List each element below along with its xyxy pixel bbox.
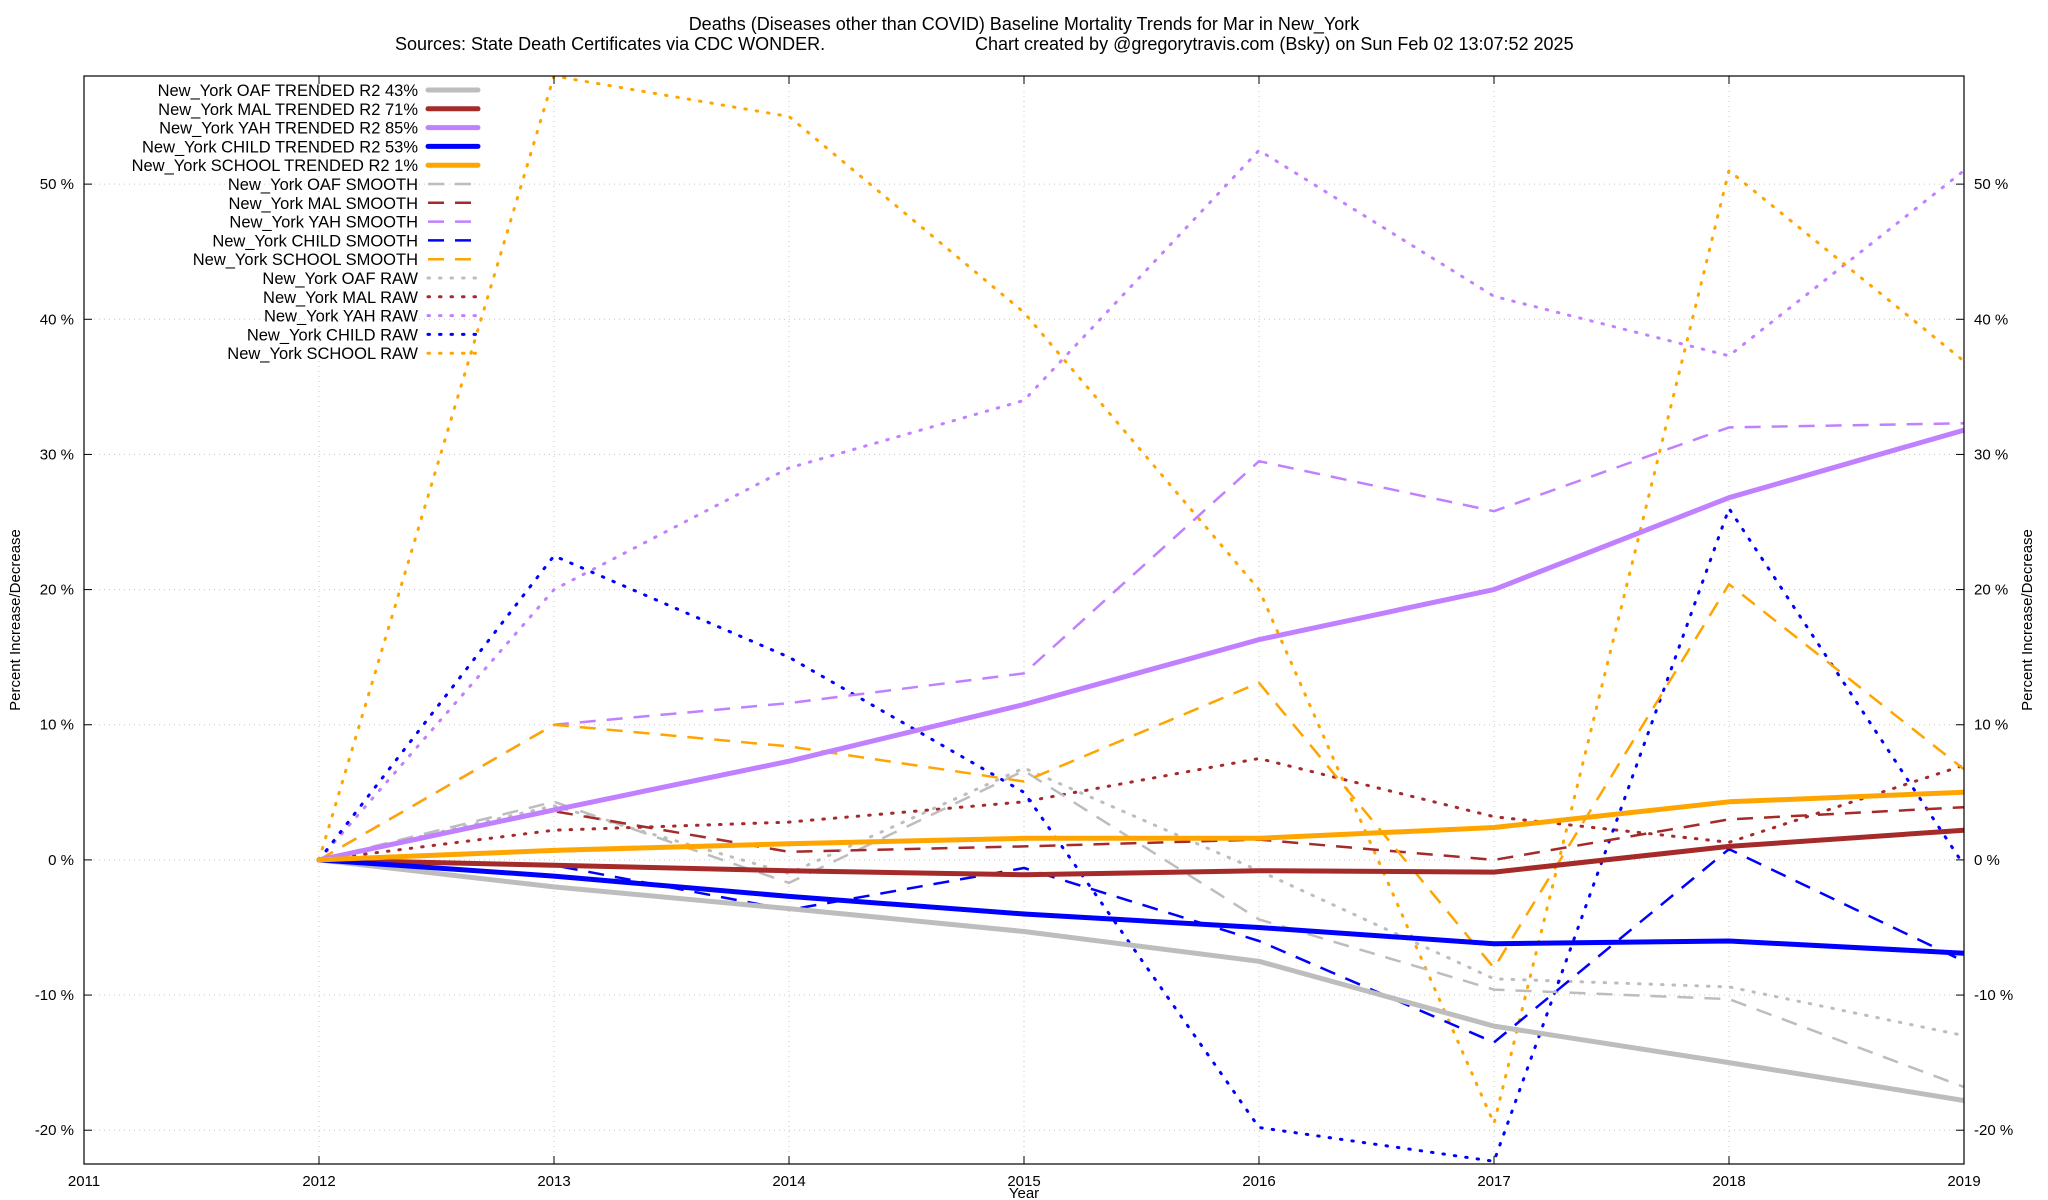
series-line-13 (317, 507, 1964, 1163)
y-tick-label: 20 % (40, 582, 74, 599)
legend-label-1: New_York MAL TRENDED R2 71% (158, 101, 418, 119)
series-line-0 (316, 857, 1964, 1103)
series-line-8 (318, 847, 1964, 1044)
legend-label-5: New_York OAF SMOOTH (228, 176, 418, 194)
series-line-5 (318, 769, 1964, 1089)
legend-label-2: New_York YAH TRENDED R2 85% (159, 120, 418, 138)
series-lines (316, 76, 1964, 1163)
legend-label-11: New_York MAL RAW (263, 289, 418, 307)
legend-label-10: New_York OAF RAW (262, 270, 418, 288)
series-line-1 (316, 827, 1964, 878)
y-axis-label: Percent Increase/Decrease (7, 529, 24, 711)
y-tick-label: 0 % (48, 852, 74, 869)
y-tick-label-right: 0 % (1974, 852, 2000, 869)
y-tick-label: -10 % (35, 987, 74, 1004)
series-line-11 (317, 757, 1964, 862)
y-tick-label-right: 30 % (1974, 446, 2008, 463)
axis-ticks: 2011 2012 2013 2014 2015 2016 2017 2018 2019 -20 … (35, 76, 2013, 1190)
y-tick-label-right: 20 % (1974, 582, 2008, 599)
chart-subtitle-right: Chart created by @gregorytravis.com (Bsk… (975, 34, 1574, 54)
y-axis-label-right: Percent Increase/Decrease (2019, 529, 2036, 711)
x-tick-label: 2019 (1947, 1173, 1980, 1190)
y-tick-label-right: 40 % (1974, 311, 2008, 328)
x-axis-label: Year (1009, 1185, 1039, 1200)
legend-label-8: New_York CHILD SMOOTH (212, 232, 418, 250)
y-tick-label-right: -10 % (1974, 987, 2013, 1004)
legend-label-14: New_York SCHOOL RAW (227, 345, 418, 363)
legend-label-13: New_York CHILD RAW (247, 326, 419, 344)
series-line-9 (318, 582, 1964, 970)
legend: New_York OAF TRENDED R2 43%New_York MAL … (132, 82, 481, 363)
y-tick-label-right: 50 % (1974, 176, 2008, 193)
y-tick-label: 10 % (40, 717, 74, 734)
series-line-7 (318, 422, 1964, 861)
x-tick-label: 2013 (537, 1173, 570, 1190)
x-tick-label: 2016 (1242, 1173, 1275, 1190)
x-tick-label: 2014 (772, 1173, 805, 1190)
grid (83, 76, 1965, 1164)
series-line-14 (317, 76, 1964, 1125)
y-tick-label: 30 % (40, 446, 74, 463)
chart-title: Deaths (Diseases other than COVID) Basel… (689, 14, 1361, 35)
series-line-4 (316, 789, 1964, 863)
legend-label-12: New_York YAH RAW (264, 308, 418, 326)
y-tick-label-right: 10 % (1974, 717, 2008, 734)
legend-label-0: New_York OAF TRENDED R2 43% (158, 82, 419, 100)
series-line-2 (316, 427, 1964, 863)
x-tick-label: 2017 (1477, 1173, 1510, 1190)
legend-label-3: New_York CHILD TRENDED R2 53% (142, 138, 418, 156)
series-line-12 (317, 148, 1964, 862)
y-tick-label-right: -20 % (1974, 1122, 2013, 1139)
y-tick-label: 50 % (40, 176, 74, 193)
chart-subtitle-left: Sources: State Death Certificates via CD… (395, 34, 825, 54)
series-line-3 (316, 857, 1964, 956)
series-line-6 (318, 805, 1964, 862)
legend-label-9: New_York SCHOOL SMOOTH (193, 251, 418, 269)
legend-label-4: New_York SCHOOL TRENDED R2 1% (132, 157, 419, 175)
legend-label-6: New_York MAL SMOOTH (229, 195, 419, 213)
x-tick-label: 2018 (1712, 1173, 1745, 1190)
y-tick-label: 40 % (40, 311, 74, 328)
x-tick-label: 2015 (1007, 1173, 1040, 1190)
y-tick-label: -20 % (35, 1122, 74, 1139)
x-tick-label: 2011 (68, 1173, 100, 1190)
x-tick-label: 2012 (302, 1173, 335, 1190)
legend-label-7: New_York YAH SMOOTH (229, 214, 418, 232)
